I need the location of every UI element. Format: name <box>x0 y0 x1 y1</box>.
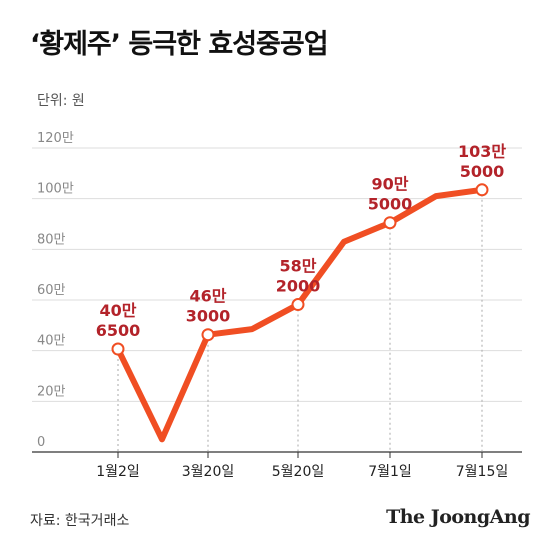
y-tick-label: 0 <box>37 435 45 450</box>
y-tick-label: 60만 <box>37 283 66 298</box>
guide-lines <box>117 189 483 452</box>
series-line-layer <box>115 186 485 443</box>
x-tick-label: 1월2일 <box>96 464 140 480</box>
series-line <box>115 186 485 443</box>
unit-label: 단위: 원 <box>37 93 85 109</box>
data-point <box>383 216 397 230</box>
y-axis-ticks: 0 20만 40만 60만 80만 100만 120만 <box>37 131 74 450</box>
data-label-line2: 5000 <box>368 195 413 214</box>
data-point <box>111 342 125 356</box>
y-tick-label: 80만 <box>37 232 66 247</box>
data-label-line2: 5000 <box>460 162 505 181</box>
grid-layer <box>32 147 522 453</box>
y-tick-label: 40만 <box>37 334 66 349</box>
x-tick-label: 7월15일 <box>456 464 508 480</box>
x-tick-label: 5월20일 <box>272 464 324 480</box>
data-label-line1: 46만 <box>190 287 227 306</box>
x-tick-label: 3월20일 <box>182 464 234 480</box>
data-label-line1: 90만 <box>372 175 409 194</box>
data-label-line1: 40만 <box>100 301 137 320</box>
data-label-line1: 58만 <box>280 257 317 276</box>
chart-title: ‘황제주’ 등극한 효성중공업 <box>30 29 329 60</box>
x-axis-ticks: 1월2일 3월20일 5월20일 7월1일 7월15일 <box>96 452 508 480</box>
highlight-points <box>111 183 489 356</box>
y-tick-label: 120만 <box>37 131 74 146</box>
data-point <box>475 183 489 197</box>
data-label-line2: 3000 <box>186 307 231 326</box>
data-label-line1: 103만 <box>458 142 506 161</box>
source-note: 자료: 한국거래소 <box>30 513 130 529</box>
data-label-line2: 6500 <box>96 321 141 340</box>
data-label-line2: 2000 <box>276 277 321 296</box>
publisher-logo: The JoongAng <box>386 506 530 528</box>
y-tick-label: 100만 <box>37 182 74 197</box>
x-tick-label: 7월1일 <box>368 464 412 480</box>
data-point <box>291 298 305 312</box>
y-tick-label: 20만 <box>37 384 66 399</box>
data-point <box>201 328 215 342</box>
